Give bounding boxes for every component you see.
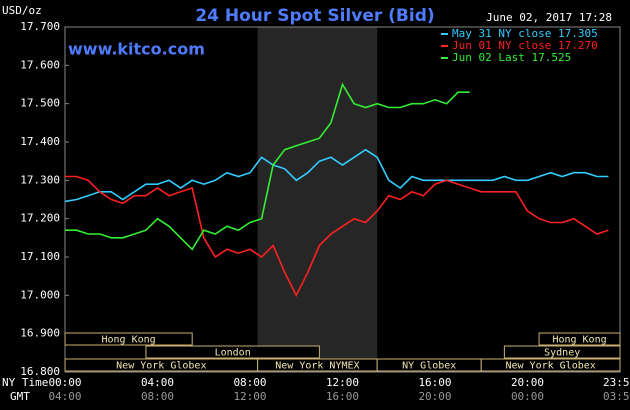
y-tick-label: 17.500 — [20, 97, 60, 110]
x-tick-label: 00:00 — [48, 376, 81, 389]
series-line — [65, 175, 609, 298]
y-tick-label: 17.000 — [20, 288, 60, 301]
y-tick-label: 17.200 — [20, 212, 60, 225]
gmt-tick-label: 12:00 — [233, 390, 266, 403]
session-box — [538, 332, 621, 346]
series-line — [64, 148, 609, 203]
y-tick-label: 16.800 — [20, 365, 60, 378]
session-label: Hong Kong — [102, 335, 156, 346]
legend-entry: Jun 01 NY close 17.270 — [452, 39, 598, 52]
gmt-tick-label: 03:59 — [603, 390, 630, 403]
session-label: New York Globex — [116, 361, 206, 372]
gmt-tick-label: 16:00 — [326, 390, 359, 403]
x-tick-label: 12:00 — [326, 376, 359, 389]
series-line — [65, 82, 470, 251]
session-box — [503, 345, 621, 359]
session-box — [480, 358, 621, 372]
session-label: Sydney — [544, 348, 580, 359]
y-tick-label: 17.600 — [20, 58, 60, 71]
session-label: New York Globex — [505, 361, 595, 372]
x-tick-label: 08:00 — [233, 376, 266, 389]
x-tick-label: 23:59 — [603, 376, 630, 389]
session-label: Hong Kong — [552, 335, 606, 346]
x-tick-label: 16:00 — [418, 376, 451, 389]
session-label: New York NYMEX — [275, 361, 359, 372]
x-tick-label: 20:00 — [511, 376, 544, 389]
source: www.kitco.com — [68, 40, 205, 59]
legend-entry: May 31 NY close 17.305 — [452, 27, 598, 40]
chart-date: June 02, 2017 17:28 — [486, 11, 612, 24]
y-tick-label: 17.100 — [20, 250, 60, 263]
session-highlight — [257, 27, 378, 372]
y-tick-label: 17.300 — [20, 173, 60, 186]
y-axis-label: USD/oz — [2, 4, 42, 17]
gmt-tick-label: 04:00 — [48, 390, 81, 403]
row-label: GMT — [10, 390, 30, 403]
session-box — [64, 332, 193, 346]
chart-title: 24 Hour Spot Silver (Bid) — [195, 6, 434, 26]
row-label: NY Time — [2, 376, 48, 389]
y-tick-label: 16.900 — [20, 327, 60, 340]
gmt-tick-label: 00:00 — [511, 390, 544, 403]
gmt-tick-label: 08:00 — [141, 390, 174, 403]
session-label: NY Globex — [402, 361, 456, 372]
y-tick-label: 17.400 — [20, 135, 60, 148]
gmt-tick-label: 20:00 — [418, 390, 451, 403]
y-tick-label: 17.700 — [20, 20, 60, 33]
legend-entry: Jun 02 Last 17.525 — [452, 51, 571, 64]
session-label: London — [215, 348, 251, 359]
x-tick-label: 04:00 — [141, 376, 174, 389]
session-box — [145, 345, 320, 359]
